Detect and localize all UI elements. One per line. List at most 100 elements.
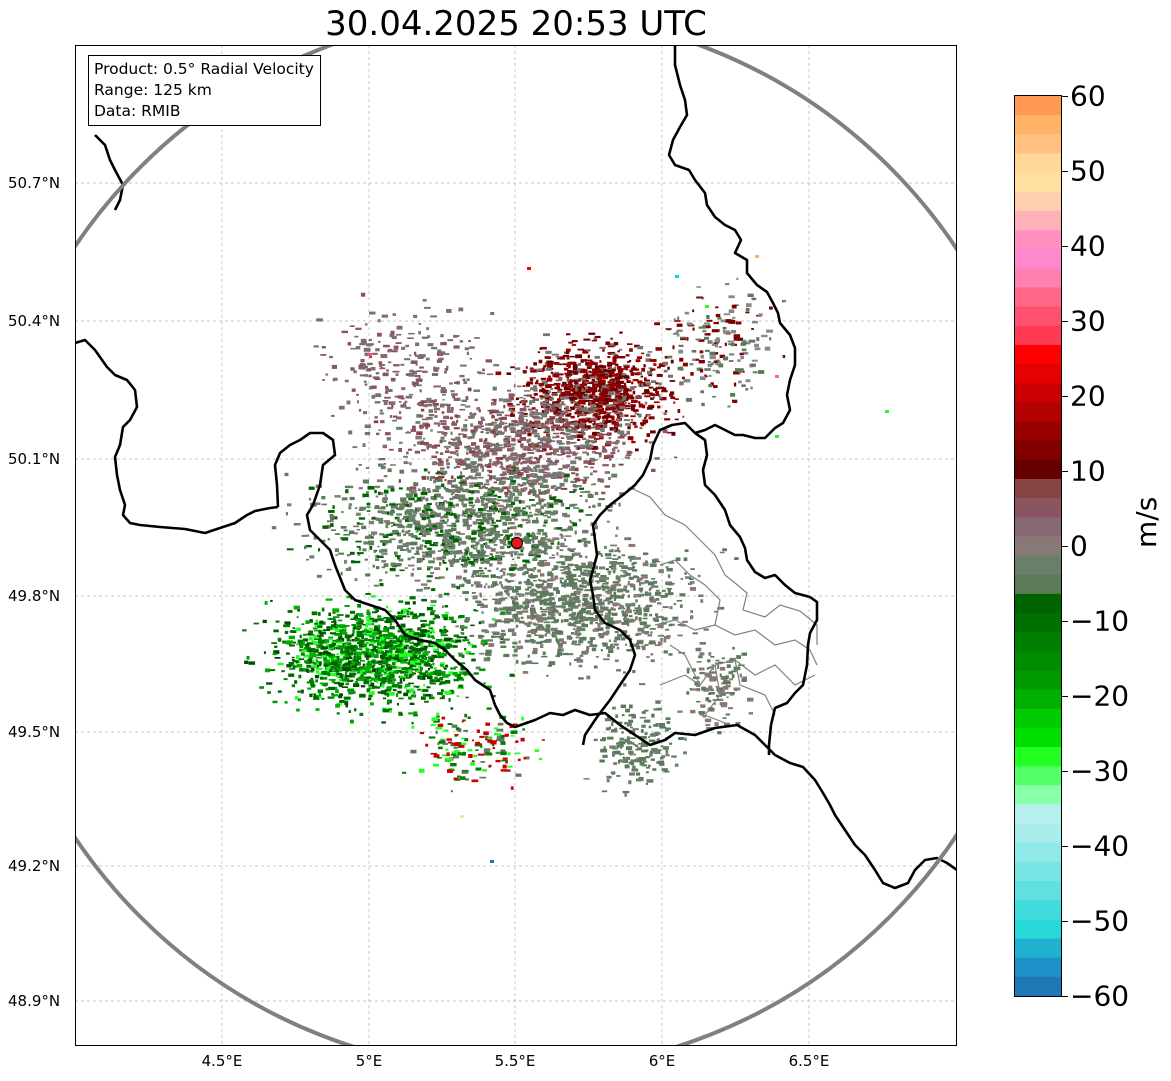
echo-pixel [542,367,545,372]
echo-pixel [605,557,612,559]
echo-pixel [323,629,330,631]
echo-pixel [468,504,476,507]
echo-pixel [632,421,637,426]
echo-pixel [381,630,388,632]
echo-pixel [644,580,649,584]
echo-pixel [402,677,405,682]
echo-pixel [661,564,664,566]
echo-pixel [624,456,631,459]
echo-pixel [548,407,552,410]
echo-pixel [500,645,507,648]
echo-pixel [486,497,491,502]
echo-pixel [388,708,393,711]
echo-pixel [414,579,421,582]
echo-pixel [663,412,667,416]
echo-pixel [500,597,506,601]
echo-pixel [479,557,485,561]
echo-pixel [624,382,627,386]
echo-pixel [522,537,530,541]
echo-pixel [519,500,525,504]
echo-pixel [509,475,515,478]
echo-pixel [306,668,309,672]
echo-pixel [339,641,342,644]
echo-pixel [549,397,554,400]
echo-pixel [605,373,609,377]
echo-pixel [547,441,552,444]
echo-pixel [629,348,633,352]
echo-pixel [564,423,568,426]
echo-pixel [538,359,543,364]
echo-pixel [381,560,387,563]
echo-pixel [459,549,462,553]
echo-pixel [627,580,630,585]
echo-pixel [382,681,386,685]
echo-pixel [315,708,320,711]
echo-pixel [591,400,596,405]
echo-pixel [348,660,352,664]
echo-pixel [329,669,333,673]
echo-pixel [330,515,335,519]
echo-pixel [555,486,562,489]
echo-pixel [400,671,405,674]
echo-pixel [402,667,405,671]
echo-pixel [644,591,648,593]
echo-pixel [339,662,342,666]
echo-pixel [286,641,292,645]
echo-pixel [440,671,446,675]
echo-pixel [286,640,293,644]
echo-pixel [579,654,584,657]
echo-pixel [664,355,669,359]
echo-pixel [569,393,575,397]
echo-pixel [544,519,548,522]
echo-pixel [291,684,296,688]
echo-pixel [354,618,360,621]
echo-pixel [594,525,598,530]
echo-pixel [314,622,319,625]
echo-pixel [328,510,335,513]
echo-pixel [569,355,576,358]
echo-pixel [625,573,632,575]
echo-pixel [385,676,388,679]
echo-pixel [541,387,545,391]
echo-pixel [563,367,569,371]
echo-pixel [565,555,572,558]
echo-pixel [315,659,319,663]
echo-pixel [474,468,479,472]
echo-pixel [509,482,514,486]
echo-pixel [465,550,469,555]
echo-pixel [479,555,485,558]
echo-pixel [406,547,409,552]
echo-pixel [575,387,578,392]
echo-pixel [429,671,434,676]
echo-pixel [515,431,523,434]
echo-pixel [397,523,403,527]
echo-pixel [471,435,475,439]
echo-pixel [593,420,596,424]
echo-pixel [383,563,389,567]
echo-pixel [520,462,523,465]
echo-pixel [433,651,438,653]
echo-pixel [313,693,317,698]
echo-pixel [437,550,442,552]
echo-pixel [503,653,510,658]
echo-pixel [522,601,530,605]
echo-pixel [509,469,516,472]
echo-pixel [365,616,372,618]
echo-pixel [555,355,560,358]
echo-pixel [589,457,595,460]
echo-pixel [613,382,619,386]
echo-pixel [563,618,569,623]
echo-pixel [636,577,643,581]
echo-pixel [498,444,503,446]
echo-pixel [547,664,552,667]
echo-pixel [619,331,623,334]
echo-pixel [553,499,561,503]
echo-pixel [390,670,396,672]
echo-pixel [536,379,539,384]
echo-pixel [369,670,374,674]
echo-pixel [494,576,500,578]
echo-pixel [430,628,435,632]
echo-pixel [369,702,374,706]
echo-pixel [381,721,386,724]
echo-pixel [296,708,300,712]
